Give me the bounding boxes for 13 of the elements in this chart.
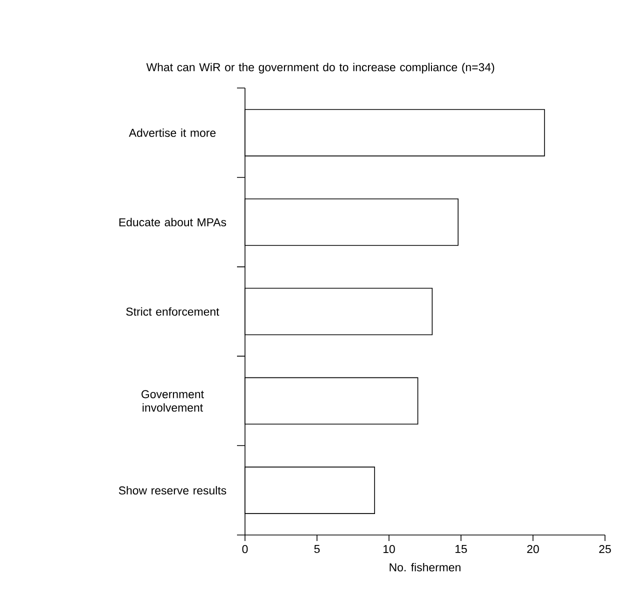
chart-title: What can WiR or the government do to increase compliance (n=34) — [146, 62, 494, 74]
y-tick-label: Government involvement — [142, 390, 204, 412]
y-tick-label: Show reserve results — [118, 486, 226, 495]
x-tick-label: 25 — [599, 545, 611, 554]
x-tick-label: 15 — [456, 545, 467, 554]
x-tick-label: 0 — [242, 545, 248, 554]
x-tick-label: 20 — [527, 545, 539, 554]
x-tick-label: 5 — [314, 545, 320, 554]
y-tick-label: Educate about MPAs — [119, 218, 226, 226]
y-tick-label: Advertise it more — [128, 128, 216, 137]
x-tick-label: 10 — [384, 545, 395, 554]
x-axis-title: No. fishermen — [390, 562, 460, 572]
y-tick-label: Strict enforcement — [126, 307, 220, 316]
